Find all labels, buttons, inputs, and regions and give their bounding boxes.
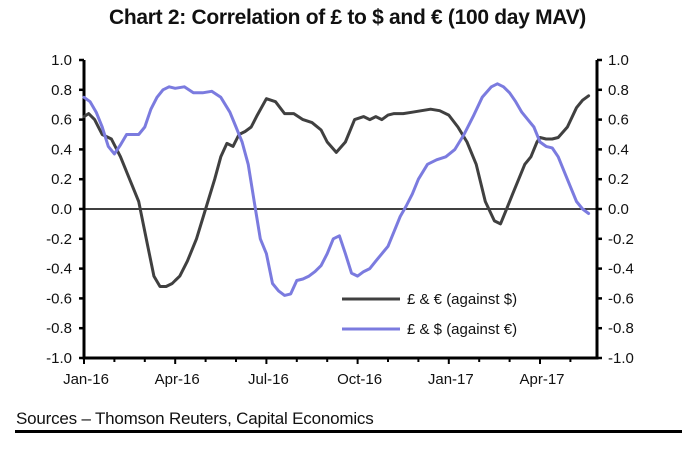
left-y-tick-label: 0.0	[51, 201, 72, 218]
left-y-tick-label: -0.6	[46, 290, 72, 307]
x-tick-label: Apr-17	[519, 371, 564, 388]
right-y-tick-label: 0.0	[608, 201, 629, 218]
axes: 1.0 1.0 0.8 0.8 0.6 0.6 0.4 0.4 0.2 0.2 0.0 0.0 -0.2…	[46, 52, 634, 388]
right-y-tick-label: 0.6	[608, 112, 629, 129]
left-y-tick-label: 0.4	[51, 141, 72, 158]
x-tick-label: Apr-16	[155, 371, 200, 388]
series-line-1	[82, 94, 591, 288]
left-y-tick-label: 0.8	[51, 82, 72, 99]
right-y-tick-label: 0.8	[608, 82, 629, 99]
right-y-tick-label: 0.4	[608, 141, 629, 158]
right-y-tick-label: -0.2	[608, 231, 634, 248]
left-y-tick-label: 1.0	[51, 52, 72, 69]
right-y-tick-label: -0.8	[608, 320, 634, 337]
right-y-tick-label: -0.6	[608, 290, 634, 307]
left-y-tick-label: 0.2	[51, 171, 72, 188]
right-y-tick-label: 0.2	[608, 171, 629, 188]
legend-label-1: £ & € (against $)	[407, 291, 517, 308]
footer-divider	[15, 430, 682, 433]
x-tick-label: Oct-16	[337, 371, 382, 388]
chart-title: Chart 2: Correlation of £ to $ and € (10…	[108, 6, 587, 29]
series-lines	[82, 82, 591, 297]
series-line-2	[82, 82, 591, 297]
left-y-tick-label: 0.6	[51, 112, 72, 129]
right-y-tick-label: -0.4	[608, 261, 634, 278]
x-tick-label: Jan-16	[63, 371, 109, 388]
x-tick-label: Jan-17	[428, 371, 474, 388]
line-chart: 1.0 1.0 0.8 0.8 0.6 0.6 0.4 0.4 0.2 0.2 0.0 0.0 -0.2…	[46, 52, 634, 388]
right-y-tick-label: -1.0	[608, 350, 634, 367]
x-tick-label: Jul-16	[248, 371, 289, 388]
right-y-tick-label: 1.0	[608, 52, 629, 69]
left-y-tick-label: -1.0	[46, 350, 72, 367]
left-y-tick-label: -0.2	[46, 231, 72, 248]
left-y-tick-label: -0.8	[46, 320, 72, 337]
left-y-tick-label: -0.4	[46, 261, 72, 278]
source-note: Sources – Thomson Reuters, Capital Econo…	[16, 409, 374, 428]
legend-label-2: £ & $ (against €)	[407, 321, 517, 338]
legend: £ & € (against $) £ & $ (against €)	[342, 291, 517, 338]
